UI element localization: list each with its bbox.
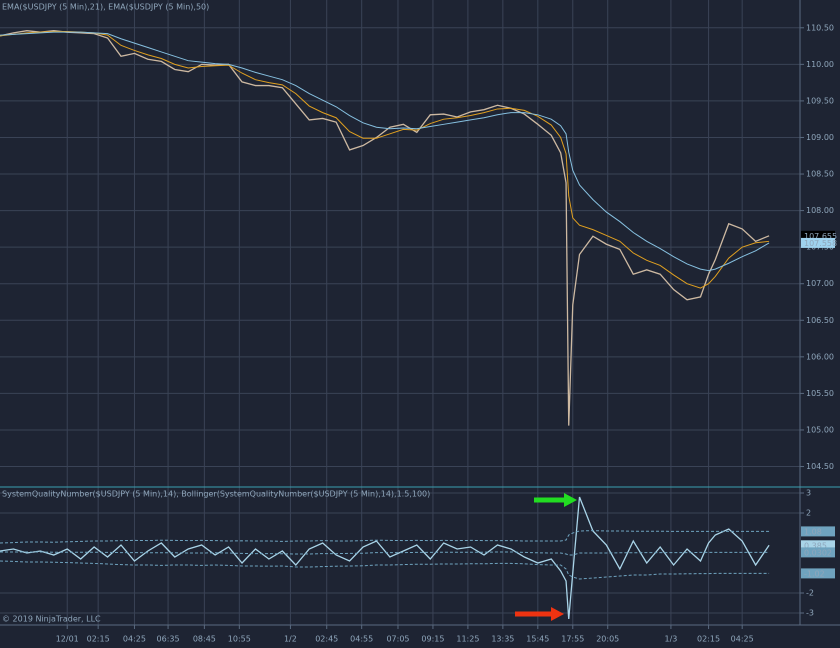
green-arrow [534, 493, 577, 507]
x-tick-label: 06:35 [157, 635, 180, 644]
value-tag-label: -1.02 [804, 569, 825, 578]
y-tick-label: -3 [806, 609, 814, 618]
series-line [0, 560, 770, 580]
value-tag [801, 547, 835, 558]
series-line [0, 530, 770, 544]
value-tag-label: 107.655 [804, 232, 837, 241]
value-tag-label: 0.0302 [804, 548, 832, 557]
x-tick-label: 07:05 [386, 635, 409, 644]
grid-layer [0, 0, 804, 629]
x-tick-label: 1/3 [664, 635, 677, 644]
arrow-head [564, 493, 577, 507]
series-line [0, 496, 770, 620]
value-tag [801, 230, 835, 241]
x-tick-label: 02:15 [87, 635, 110, 644]
value-tag [801, 237, 835, 248]
y-tick-label: 105.50 [806, 389, 834, 398]
arrow-head [551, 607, 564, 621]
series-line [0, 551, 770, 556]
x-tick-label: 04:25 [731, 635, 754, 644]
panel-title: EMA($USDJPY (5 Min),21), EMA($USDJPY (5 … [2, 3, 209, 12]
footer: © 2019 NinjaTrader, LLC [2, 615, 101, 624]
x-tick-label: 08:45 [193, 635, 216, 644]
y-tick-label: 106.50 [806, 316, 834, 325]
x-tick-label: 1/2 [284, 635, 297, 644]
panel-title: SystemQualityNumber($USDJPY (5 Min),14),… [2, 490, 430, 499]
x-tick-label: 04:55 [350, 635, 373, 644]
value-tag [801, 526, 835, 537]
x-tick-label: 02:15 [697, 635, 720, 644]
x-tick-label: 11:25 [456, 635, 479, 644]
value-tag [801, 568, 835, 579]
x-tick-label: 04:25 [123, 635, 146, 644]
x-tick-label: 12/01 [56, 635, 79, 644]
y-tick-label: 108.50 [806, 170, 834, 179]
x-tick-label: 17:55 [561, 635, 584, 644]
y-tick-label: 106.00 [806, 352, 834, 361]
value-tag-label: 0.385 [804, 541, 827, 550]
y-tick-label: 109.00 [806, 133, 834, 142]
x-tick-label: 10:55 [228, 635, 251, 644]
value-tag-label: 1.08 [804, 527, 822, 536]
y-tick-label: 110.50 [806, 23, 834, 32]
y-tick-label: 2 [806, 509, 811, 518]
x-tick-label: 02:45 [315, 635, 338, 644]
x-tick-label: 15:45 [526, 635, 549, 644]
y-tick-label: 3 [806, 489, 811, 498]
y-tick-label: 109.50 [806, 96, 834, 105]
series-line [0, 31, 770, 272]
y-tick-label: 105.00 [806, 425, 834, 434]
value-tag-label: 107.558 [804, 239, 837, 248]
text-layer: EMA($USDJPY (5 Min),21), EMA($USDJPY (5 … [2, 3, 837, 644]
data-layer: $USDJPY (5 Min)EMA($USDJPY (5 Min),21)EM… [0, 30, 770, 620]
y-tick-label: 110.00 [806, 60, 834, 69]
x-tick-label: 13:35 [491, 635, 514, 644]
value-tag [801, 540, 835, 551]
x-tick-label: 20:05 [596, 635, 619, 644]
y-tick-label: 107.00 [806, 279, 834, 288]
x-tick-label: 09:15 [421, 635, 444, 644]
red-arrow [515, 607, 564, 621]
y-tick-label: 104.50 [806, 462, 834, 471]
series-line [0, 30, 770, 289]
y-tick-label: 108.00 [806, 206, 834, 215]
y-tick-label: -2 [806, 589, 814, 598]
